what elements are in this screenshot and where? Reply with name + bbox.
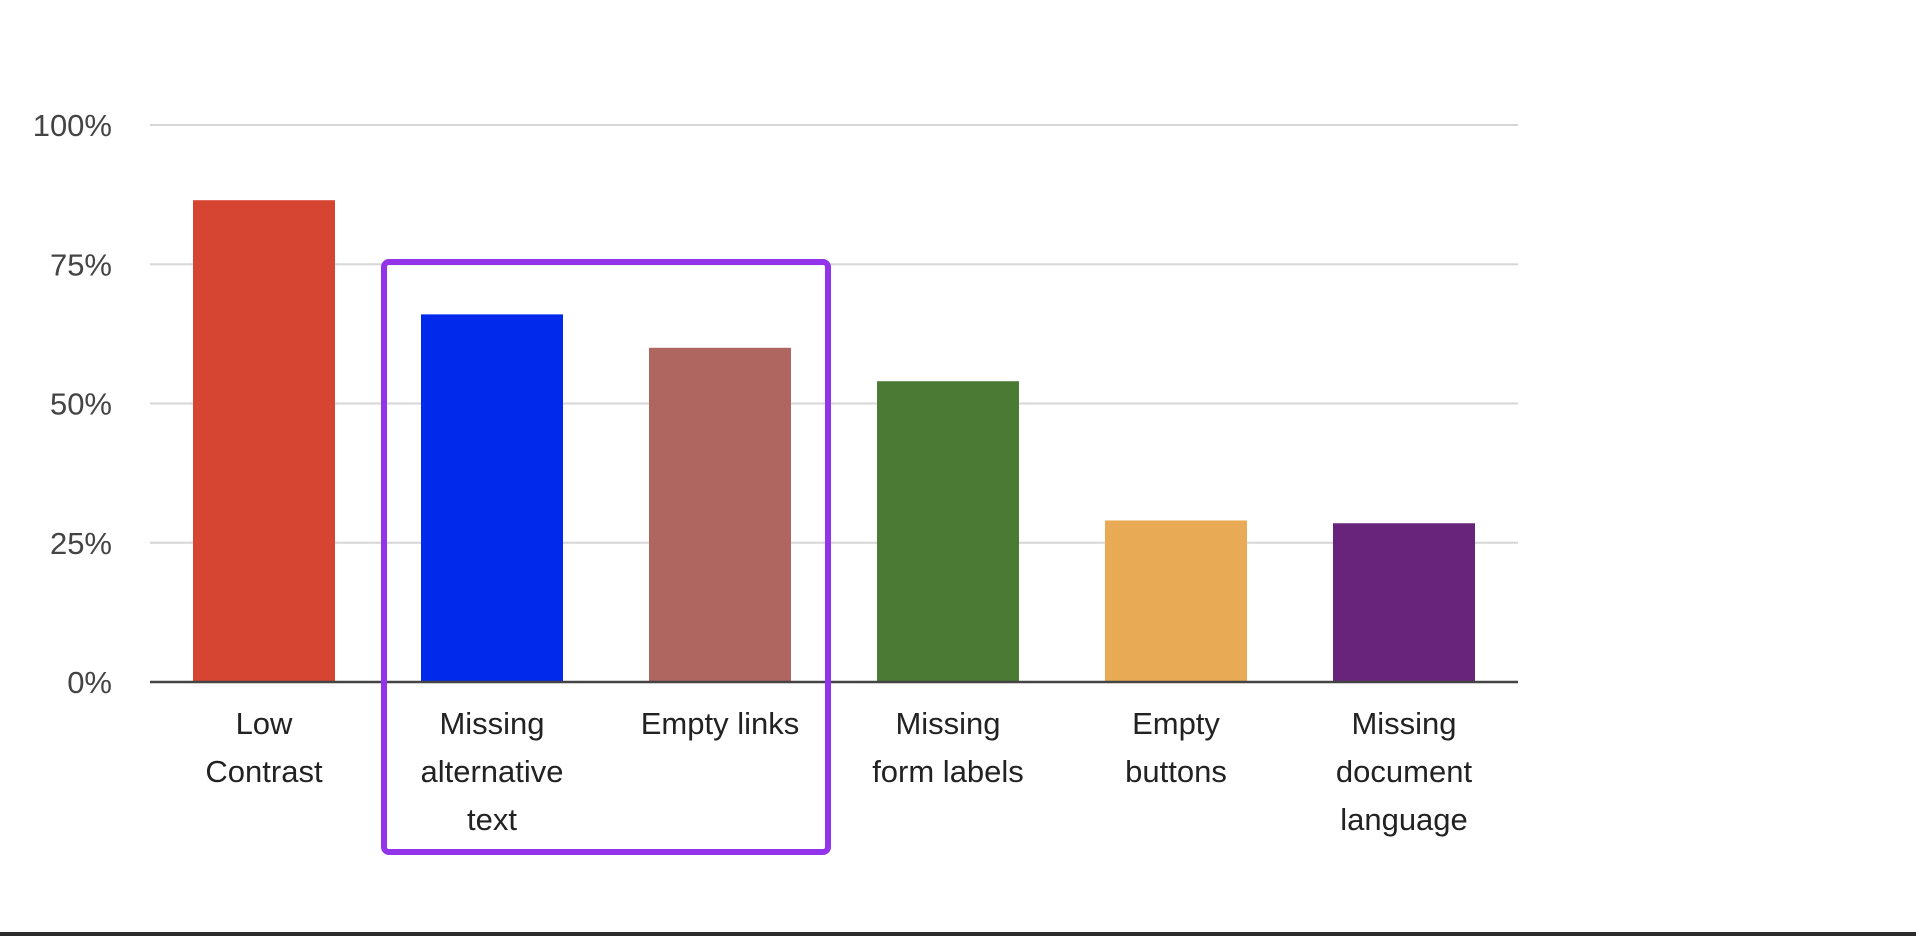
- bar: [1105, 520, 1247, 682]
- y-tick-label: 25%: [50, 526, 112, 561]
- x-tick-label: Missing: [895, 706, 1000, 741]
- bar: [1333, 523, 1475, 682]
- x-tick-label: language: [1340, 802, 1468, 837]
- bar: [649, 347, 791, 682]
- x-tick-label: document: [1336, 754, 1473, 789]
- y-tick-label: 75%: [50, 247, 112, 282]
- x-tick-label: Missing: [439, 706, 544, 741]
- x-tick-label: Contrast: [205, 754, 323, 789]
- x-tick-label: form labels: [872, 754, 1024, 789]
- x-tick-label: alternative: [420, 754, 563, 789]
- bottom-border: [0, 932, 1916, 936]
- y-tick-label: 0%: [67, 665, 112, 700]
- bar: [877, 381, 1019, 682]
- x-tick-label: Missing: [1351, 706, 1456, 741]
- bar: [193, 200, 335, 682]
- highlight-box: [381, 259, 831, 855]
- y-tick-label: 50%: [50, 387, 112, 422]
- y-tick-label: 100%: [33, 108, 112, 143]
- x-tick-label: buttons: [1125, 754, 1227, 789]
- x-tick-label: Empty: [1132, 706, 1220, 741]
- x-tick-label: Low: [236, 706, 293, 741]
- x-tick-label: Empty links: [641, 706, 799, 741]
- x-tick-label: text: [467, 802, 517, 837]
- bar: [421, 314, 563, 682]
